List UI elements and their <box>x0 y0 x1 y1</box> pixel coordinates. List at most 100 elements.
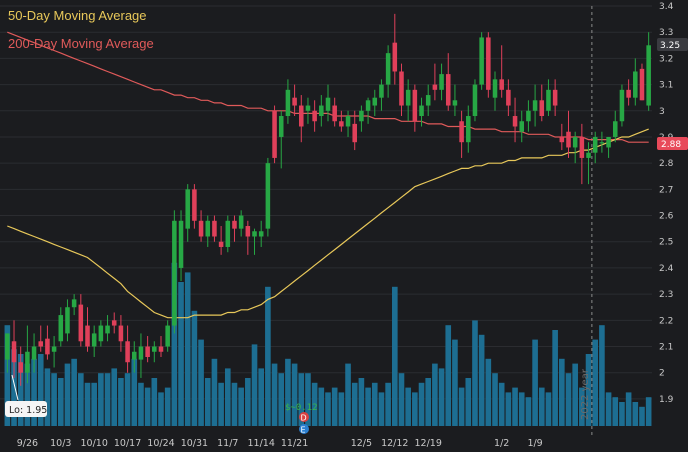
volume-bar <box>585 354 592 426</box>
volume-bar <box>71 358 77 426</box>
candle-body <box>238 215 244 229</box>
volume-bar <box>271 363 278 426</box>
volume-bar <box>278 373 285 426</box>
x-tick-label: 11/21 <box>281 438 308 449</box>
candle-body <box>392 42 398 72</box>
volume-bar <box>391 286 398 426</box>
candle-body <box>379 84 384 98</box>
volume-bar <box>204 378 211 426</box>
candle-body <box>372 97 378 106</box>
volume-bar <box>559 358 565 426</box>
volume-bar <box>245 378 251 426</box>
current-price-tag: 3.25 <box>657 38 688 51</box>
volume-bar <box>231 382 238 426</box>
volume-bar <box>184 272 191 426</box>
candle-body <box>365 100 371 111</box>
candle-body <box>432 84 438 90</box>
year-marker-label: 2022 year <box>580 368 591 420</box>
candle-body <box>31 346 37 360</box>
candle-body <box>11 341 17 363</box>
candle-body <box>292 97 297 106</box>
candle-body <box>466 116 471 143</box>
x-tick-label: 12/12 <box>381 438 408 449</box>
candle-body <box>492 79 498 98</box>
candle-body <box>172 220 177 326</box>
low-callout: Lo: 1.95 <box>5 374 47 417</box>
volume-bar <box>619 402 625 426</box>
candle-body <box>532 100 538 111</box>
volume-bar <box>505 392 512 426</box>
volume-bar <box>305 373 311 426</box>
volume-bar <box>84 382 91 426</box>
y-tick-label: 3.1 <box>659 81 673 91</box>
candle-body <box>486 37 491 90</box>
volume-bar <box>485 358 492 426</box>
volume-bar <box>285 358 291 426</box>
dividend-marker <box>299 412 309 422</box>
candle-body <box>499 79 504 90</box>
low-callout-leader <box>11 374 19 401</box>
volume-bar <box>91 382 97 426</box>
candle-body <box>526 110 531 122</box>
volume-bar <box>398 373 405 426</box>
volume-bar <box>512 387 518 426</box>
volume-bar <box>238 387 244 426</box>
candle-body <box>519 121 525 132</box>
candle-body <box>18 362 23 373</box>
candle-body <box>359 110 364 122</box>
candles <box>5 13 651 386</box>
candle-body <box>559 136 565 143</box>
volume-bar <box>452 339 458 426</box>
volume-bar <box>358 378 365 426</box>
candle-body <box>45 338 50 355</box>
candle-body <box>606 136 611 148</box>
candle-body <box>245 226 251 237</box>
candle-body <box>592 136 598 153</box>
candle-body <box>619 89 625 122</box>
candle-body <box>5 333 10 360</box>
candle-body <box>205 220 211 237</box>
volume-bar <box>178 282 184 426</box>
candle-body <box>626 89 631 98</box>
earnings-marker-letter: E <box>301 426 306 435</box>
candle-body <box>65 307 70 334</box>
volume-bar <box>111 368 118 426</box>
volume-bar <box>365 387 371 426</box>
volume-bar <box>158 392 164 426</box>
volume-bar <box>191 310 198 426</box>
y-tick-label: 1.9 <box>659 395 674 405</box>
volume-bar <box>138 382 144 426</box>
candle-body <box>192 189 197 221</box>
candle-body <box>285 89 291 117</box>
candle-body <box>218 241 224 247</box>
volume-bar <box>64 363 71 426</box>
candle-body <box>339 121 344 127</box>
current-price-tag-label: 3.25 <box>660 41 680 51</box>
candle-body <box>111 320 117 326</box>
volume-bar <box>298 373 305 426</box>
x-tick-label: 10/31 <box>181 438 208 449</box>
volume-bar <box>525 397 532 426</box>
last-price-tag: 2.88 <box>657 137 688 150</box>
volume-bar <box>171 262 178 426</box>
volume-bar <box>258 368 265 426</box>
volume-bar <box>131 358 138 426</box>
volume-bar <box>118 378 124 426</box>
candle-body <box>158 346 164 352</box>
legend-ma200: 200-Day Moving Average <box>8 36 154 51</box>
candle-body <box>118 325 124 342</box>
volume-bar <box>518 392 525 426</box>
volume-bar <box>144 387 151 426</box>
volume-bar <box>265 286 271 426</box>
y-tick-label: 2.3 <box>659 290 673 300</box>
y-tick-label: 3.3 <box>659 28 673 38</box>
x-tick-label: 9/26 <box>17 438 38 449</box>
x-tick-label: 11/7 <box>217 438 238 449</box>
candle-body <box>278 116 284 137</box>
x-tick-label: 12/19 <box>415 438 442 449</box>
volume-bar <box>51 373 57 426</box>
x-tick-label: 10/24 <box>147 438 174 449</box>
candle-body <box>566 131 571 148</box>
candle-body <box>299 105 304 127</box>
volume-bar <box>645 397 652 426</box>
